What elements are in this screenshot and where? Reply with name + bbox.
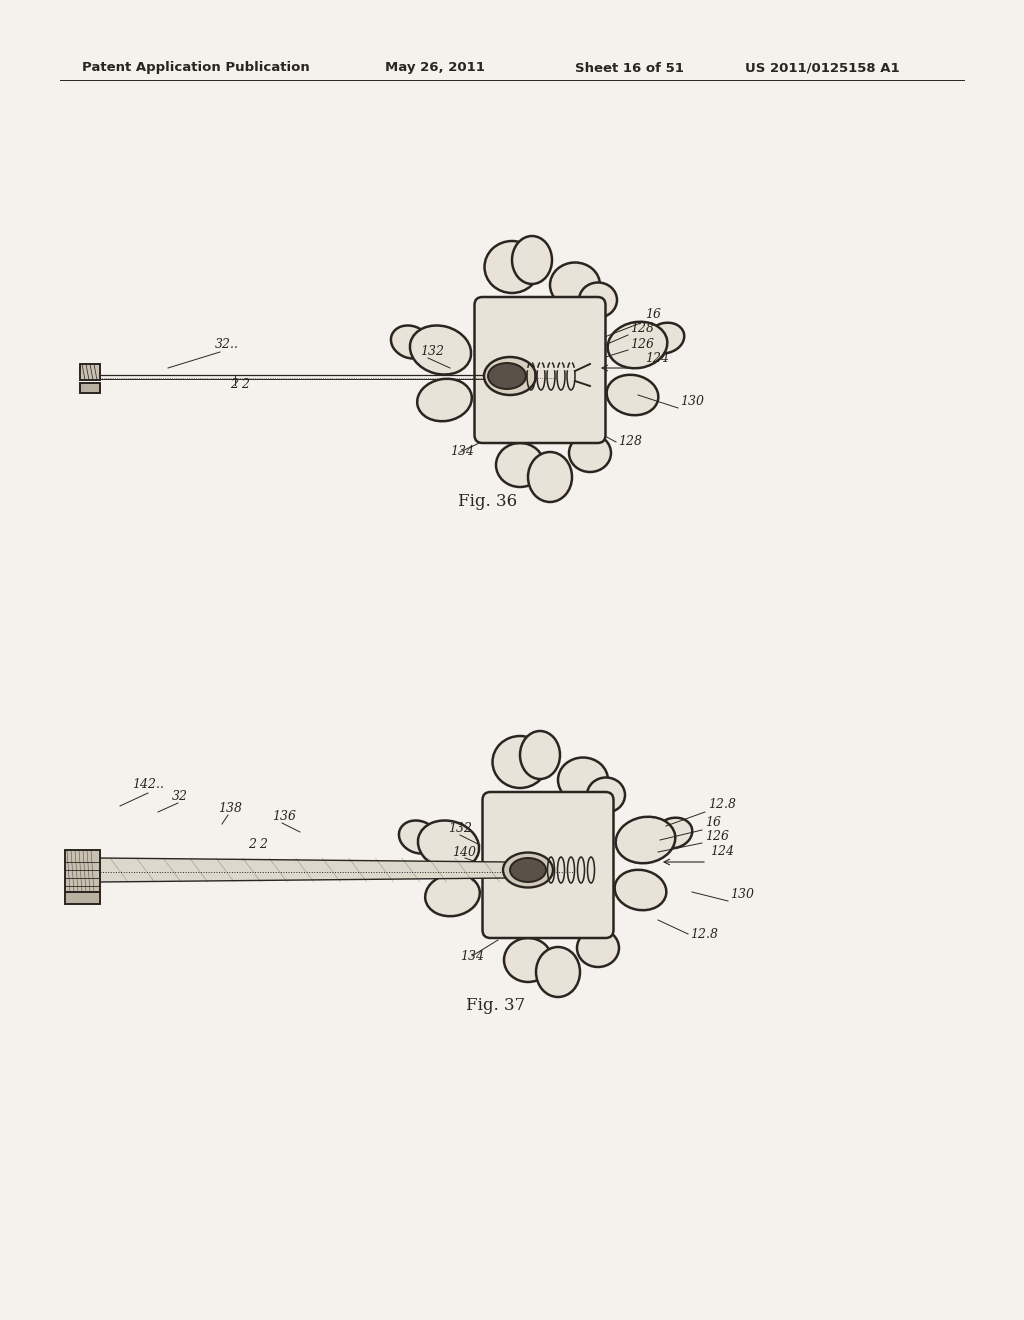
Ellipse shape (587, 777, 625, 813)
Ellipse shape (496, 444, 544, 487)
Text: 12.8: 12.8 (708, 799, 736, 810)
Text: 142..: 142.. (132, 777, 164, 791)
Text: 134: 134 (460, 950, 484, 964)
Text: 140: 140 (452, 846, 476, 859)
Polygon shape (100, 858, 508, 882)
Text: 2 2: 2 2 (248, 838, 268, 851)
Ellipse shape (512, 236, 552, 284)
Bar (80, 383, 100, 393)
Ellipse shape (504, 939, 552, 982)
Ellipse shape (558, 758, 608, 803)
Text: Fig. 37: Fig. 37 (466, 997, 525, 1014)
Text: 128: 128 (630, 322, 654, 335)
Ellipse shape (391, 326, 430, 359)
Ellipse shape (425, 874, 480, 916)
Text: 124: 124 (645, 352, 669, 366)
Bar (80, 364, 100, 380)
Text: 126: 126 (705, 830, 729, 843)
Ellipse shape (550, 263, 600, 308)
Bar (65, 892, 100, 904)
Text: US 2011/0125158 A1: US 2011/0125158 A1 (745, 62, 900, 74)
Ellipse shape (579, 282, 617, 318)
Text: Fig. 36: Fig. 36 (459, 494, 517, 511)
Text: 130: 130 (680, 395, 705, 408)
Ellipse shape (569, 434, 611, 473)
Text: 130: 130 (730, 888, 754, 902)
Text: 16: 16 (705, 816, 721, 829)
Text: 126: 126 (630, 338, 654, 351)
Text: 16: 16 (645, 308, 662, 321)
Text: 132: 132 (420, 345, 444, 358)
Text: 138: 138 (218, 803, 242, 814)
Ellipse shape (528, 451, 572, 502)
FancyBboxPatch shape (474, 297, 605, 444)
Ellipse shape (503, 853, 553, 887)
Text: May 26, 2011: May 26, 2011 (385, 62, 485, 74)
Text: Sheet 16 of 51: Sheet 16 of 51 (575, 62, 684, 74)
Ellipse shape (606, 375, 658, 416)
Text: 132: 132 (449, 822, 472, 836)
Ellipse shape (399, 821, 438, 854)
Ellipse shape (607, 322, 668, 368)
Text: 32..: 32.. (215, 338, 239, 351)
Ellipse shape (615, 817, 675, 863)
Ellipse shape (614, 870, 667, 911)
Bar (65, 850, 100, 892)
Ellipse shape (577, 929, 618, 968)
FancyBboxPatch shape (482, 792, 613, 939)
Ellipse shape (418, 821, 479, 870)
Ellipse shape (536, 946, 580, 997)
Text: 2 2: 2 2 (230, 378, 250, 391)
Text: 32: 32 (172, 789, 188, 803)
Ellipse shape (410, 326, 471, 375)
Ellipse shape (647, 322, 684, 354)
Ellipse shape (484, 356, 536, 395)
Ellipse shape (520, 731, 560, 779)
Text: 134: 134 (450, 445, 474, 458)
Ellipse shape (510, 858, 546, 882)
Text: 124: 124 (710, 845, 734, 858)
Text: 128: 128 (618, 436, 642, 447)
Text: 12.8: 12.8 (690, 928, 718, 941)
Ellipse shape (417, 379, 472, 421)
Ellipse shape (654, 817, 692, 849)
Ellipse shape (488, 363, 526, 389)
Text: Patent Application Publication: Patent Application Publication (82, 62, 309, 74)
Ellipse shape (484, 242, 540, 293)
Text: 136: 136 (272, 810, 296, 822)
Ellipse shape (493, 737, 548, 788)
